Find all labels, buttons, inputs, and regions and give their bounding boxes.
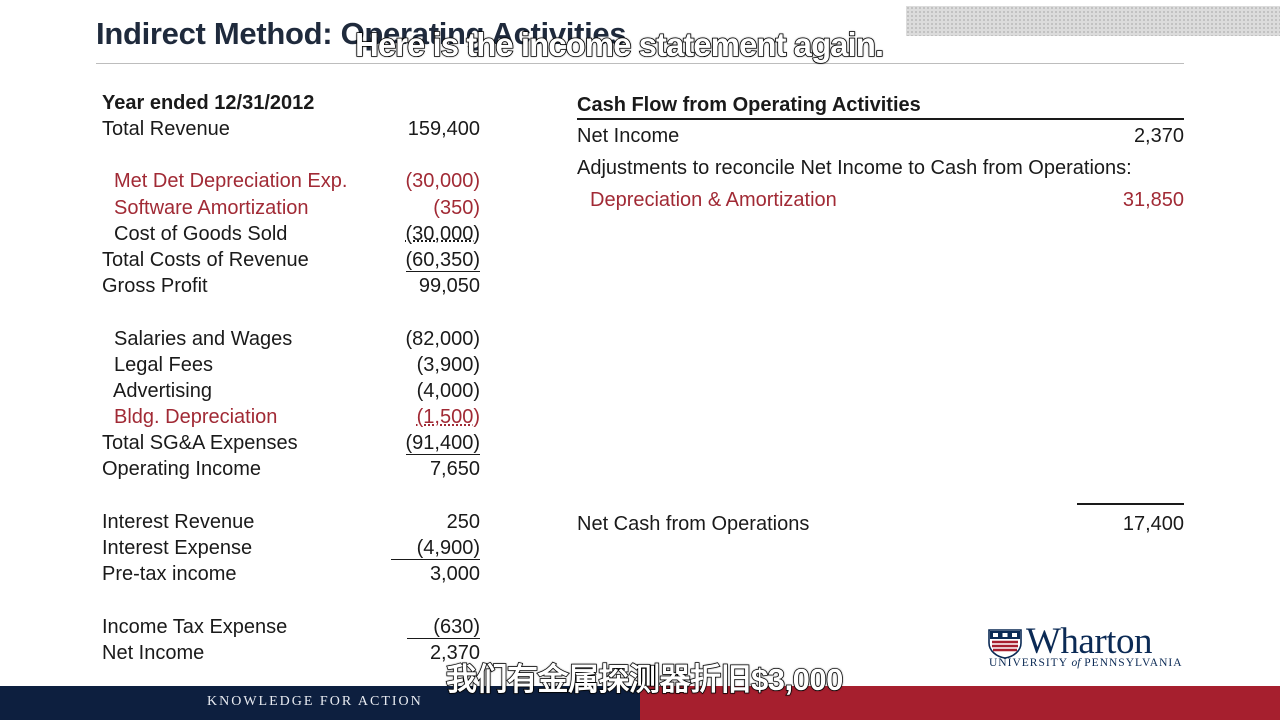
is-label: Software Amortization	[114, 196, 309, 219]
footer-navy-band	[0, 686, 640, 720]
is-row-legal-fees: Legal Fees (3,900)	[102, 352, 482, 378]
is-value: (4,900)	[390, 537, 480, 560]
income-statement-header: Year ended 12/31/2012	[102, 92, 315, 114]
is-label: Advertising	[113, 379, 212, 402]
is-value: (1,500)	[416, 406, 480, 429]
is-value: 159,400	[407, 118, 480, 140]
wharton-logo: Wharton UNIVERSITY of PENNSYLVANIA	[988, 621, 1188, 672]
logo-sub-a: UNIVERSITY	[989, 657, 1072, 669]
cf-label: Net Income	[577, 125, 680, 147]
cf-label: Depreciation & Amortization	[590, 189, 837, 211]
cf-row-net-income: Net Income 2,370	[577, 120, 1184, 152]
is-value: (30,000)	[405, 222, 481, 245]
income-statement: Year ended 12/31/2012 Total Revenue 159,…	[102, 90, 482, 666]
is-label: Legal Fees	[114, 353, 213, 376]
is-label: Total SG&A Expenses	[102, 432, 298, 455]
title-divider	[96, 63, 1184, 64]
is-row-net-income: Net Income 2,370	[102, 640, 482, 666]
is-row-operating-income: Operating Income 7,650	[102, 456, 482, 482]
cf-total-rule	[1077, 503, 1184, 505]
is-row-income-tax: Income Tax Expense (630)	[102, 614, 482, 640]
is-spacer	[102, 142, 482, 168]
is-label: Bldg. Depreciation	[114, 406, 278, 429]
cf-row-depreciation-amortization: Depreciation & Amortization 31,850	[577, 184, 1184, 216]
is-label: Net Income	[102, 641, 205, 664]
logo-sub-c: PENNSYLVANIA	[1080, 657, 1183, 669]
is-row-software-amortization: Software Amortization (350)	[102, 195, 482, 221]
cf-value: 17,400	[1122, 513, 1184, 535]
is-value: (630)	[407, 616, 480, 639]
subtitle-english: Here is the income statement again.	[354, 25, 885, 64]
is-value: (350)	[433, 196, 480, 219]
is-value: (60,350)	[405, 248, 480, 272]
cash-flow-header: Cash Flow from Operating Activities	[577, 93, 1184, 120]
is-value: (30,000)	[405, 170, 481, 193]
is-value: 99,050	[418, 275, 480, 298]
wharton-wordmark: Wharton	[1026, 621, 1152, 662]
is-label: Total Revenue	[102, 118, 230, 140]
dithered-overlay	[906, 6, 1280, 36]
is-value: 3,000	[429, 563, 480, 586]
is-row-salaries: Salaries and Wages (82,000)	[102, 326, 482, 352]
is-label: Cost of Goods Sold	[114, 222, 288, 245]
logo-sub-b: of	[1071, 657, 1081, 669]
is-spacer	[102, 483, 482, 509]
is-value: 250	[446, 510, 480, 533]
is-spacer	[102, 587, 482, 613]
is-value: 7,650	[429, 458, 480, 481]
is-label: Income Tax Expense	[102, 615, 288, 638]
footer-red-band	[640, 686, 1280, 720]
is-row-interest-revenue: Interest Revenue 250	[102, 509, 482, 535]
subtitle-chinese: 我们有金属探测器折旧$3,000	[445, 661, 844, 698]
cf-label: Adjustments to reconcile Net Income to C…	[577, 157, 1132, 179]
university-subtitle: UNIVERSITY of PENNSYLVANIA	[989, 657, 1183, 669]
is-label: Total Costs of Revenue	[102, 248, 309, 271]
is-spacer	[102, 299, 482, 325]
is-row-advertising: Advertising (4,000)	[102, 378, 482, 404]
is-row-cogs: Cost of Goods Sold (30,000)	[102, 221, 482, 247]
footer-tagline: KNOWLEDGE FOR ACTION	[207, 694, 423, 709]
cf-value: 2,370	[1133, 125, 1184, 147]
is-row-interest-expense: Interest Expense (4,900)	[102, 535, 482, 561]
is-row-gross-profit: Gross Profit 99,050	[102, 273, 482, 299]
is-value: (82,000)	[405, 327, 481, 350]
is-value: (4,000)	[416, 379, 480, 402]
is-label: Operating Income	[102, 458, 261, 481]
is-value: (3,900)	[416, 353, 480, 376]
slide-title: Indirect Method: Operating Activities	[96, 16, 627, 51]
cf-row-net-cash-operations: Net Cash from Operations 17,400	[577, 510, 1184, 538]
cf-label: Net Cash from Operations	[577, 513, 810, 535]
is-row-total-revenue: Total Revenue 159,400	[102, 116, 482, 142]
is-row-total-costs: Total Costs of Revenue (60,350)	[102, 247, 482, 273]
is-label: Pre-tax income	[102, 563, 237, 586]
is-row-total-sga: Total SG&A Expenses (91,400)	[102, 430, 482, 456]
is-label: Gross Profit	[102, 275, 208, 298]
is-row-met-det-depreciation: Met Det Depreciation Exp. (30,000)	[102, 168, 482, 194]
is-label: Interest Revenue	[102, 510, 255, 533]
is-row-pretax-income: Pre-tax income 3,000	[102, 561, 482, 587]
is-value: 2,370	[429, 641, 480, 664]
is-label: Met Det Depreciation Exp.	[114, 170, 348, 193]
is-row-bldg-depreciation: Bldg. Depreciation (1,500)	[102, 404, 482, 430]
cash-flow-statement: Cash Flow from Operating Activities Net …	[577, 93, 1184, 216]
is-label: Salaries and Wages	[114, 327, 293, 350]
is-value: (91,400)	[405, 432, 480, 456]
penn-shield-icon	[988, 629, 1022, 659]
cf-row-adjustments: Adjustments to reconcile Net Income to C…	[577, 152, 1184, 184]
cf-value: 31,850	[1122, 189, 1184, 211]
is-label: Interest Expense	[102, 537, 253, 559]
